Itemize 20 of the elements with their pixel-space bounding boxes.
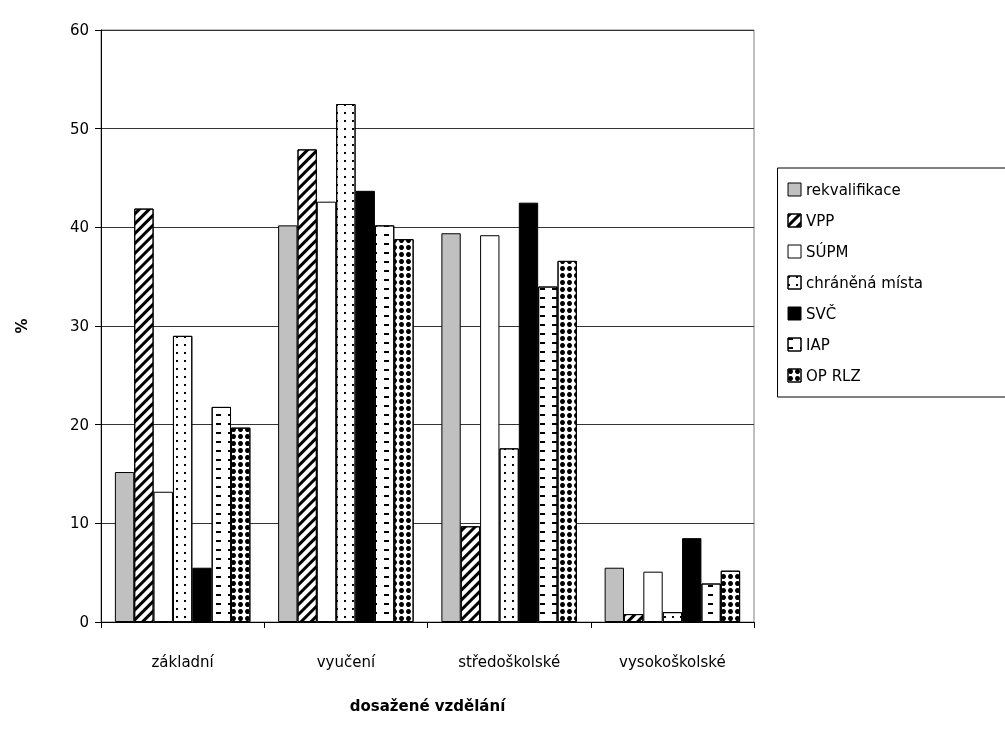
y-axis-title: %: [12, 318, 31, 334]
legend-label: IAP: [806, 335, 830, 354]
x-tick-label: vysokoškolské: [619, 652, 726, 671]
y-tick-label: 20: [69, 415, 89, 434]
x-tick-label: vyučení: [316, 652, 376, 671]
legend-label: SVČ: [806, 303, 837, 323]
y-tick-label: 50: [69, 119, 89, 138]
x-tick-label: středoškolské: [458, 652, 561, 671]
legend-label: SÚPM: [806, 241, 849, 261]
y-tick-label: 10: [69, 514, 89, 533]
x-tick-label: základní: [151, 652, 215, 671]
y-tick-label: 40: [69, 218, 89, 237]
y-tick-label: 30: [69, 317, 89, 335]
legend-label: VPP: [806, 211, 835, 230]
legend-label: chráněná místa: [806, 273, 923, 292]
y-tick-label: 60: [69, 21, 89, 39]
y-tick-label: 0: [79, 613, 89, 631]
legend-label: OP RLZ: [806, 366, 861, 385]
x-axis-title: dosažené vzdělání: [349, 696, 507, 715]
legend-label: rekvalifikace: [806, 180, 901, 199]
